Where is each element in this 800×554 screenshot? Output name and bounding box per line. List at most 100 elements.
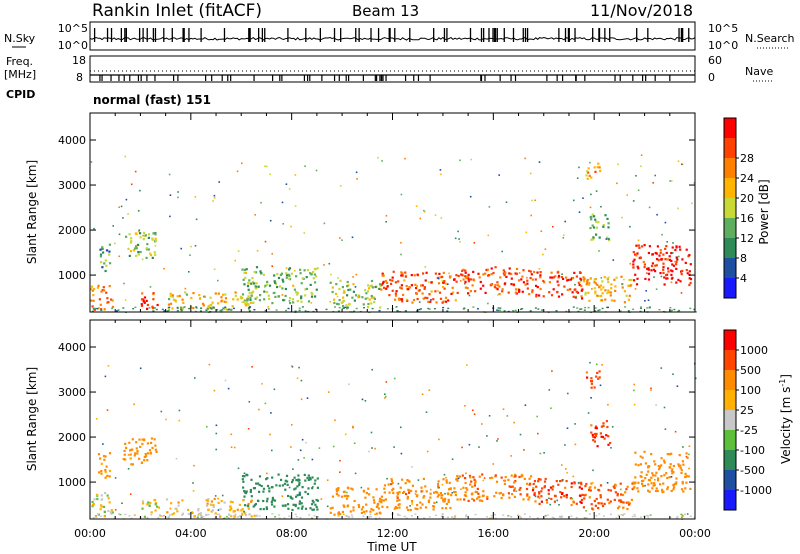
echo-cell bbox=[378, 309, 381, 312]
echo-cell bbox=[472, 306, 475, 308]
echo-cell bbox=[566, 279, 569, 282]
echo-cell bbox=[573, 482, 576, 485]
echo-cell bbox=[146, 459, 149, 462]
date-title: 11/Nov/2018 bbox=[590, 1, 693, 20]
echo-cell bbox=[299, 268, 302, 271]
echo-cell bbox=[677, 278, 680, 281]
echo-cell bbox=[379, 306, 382, 309]
echo-cell bbox=[416, 298, 419, 301]
echo-cell bbox=[161, 308, 164, 311]
echo-cell bbox=[645, 290, 647, 292]
echo-cell bbox=[392, 270, 395, 273]
echo-cell bbox=[344, 433, 347, 436]
echo-cell bbox=[291, 497, 294, 500]
echo-cell bbox=[118, 255, 121, 258]
echo-cell bbox=[147, 236, 150, 239]
echo-cell bbox=[606, 482, 609, 484]
echo-cell bbox=[217, 292, 220, 295]
echo-cell bbox=[443, 287, 446, 290]
velocity-colorbar-label-base: Velocity [m s bbox=[779, 387, 793, 464]
echo-cell bbox=[684, 513, 686, 516]
echo-cell bbox=[428, 281, 430, 283]
echo-cell bbox=[614, 491, 617, 494]
echo-cell bbox=[672, 264, 675, 267]
echo-cell bbox=[663, 406, 666, 409]
echo-cell bbox=[650, 389, 652, 391]
echo-cell bbox=[604, 214, 607, 217]
echo-cell bbox=[290, 272, 293, 275]
echo-cell bbox=[368, 287, 371, 290]
echo-cell bbox=[270, 486, 274, 489]
echo-cell bbox=[291, 424, 293, 426]
echo-cell bbox=[605, 420, 608, 423]
echo-cell bbox=[577, 482, 580, 484]
echo-cell bbox=[301, 277, 304, 280]
echo-cell bbox=[254, 271, 258, 274]
echo-cell bbox=[286, 483, 289, 486]
echo-cell bbox=[514, 291, 517, 294]
echo-cell bbox=[255, 482, 258, 485]
echo-cell bbox=[396, 310, 399, 312]
echo-cell bbox=[294, 487, 297, 490]
echo-cell bbox=[592, 236, 595, 239]
echo-cell bbox=[580, 284, 583, 288]
echo-cell bbox=[383, 491, 386, 494]
echo-cell bbox=[288, 188, 291, 190]
echo-cell bbox=[337, 511, 341, 514]
echo-cell bbox=[335, 490, 339, 493]
echo-cell bbox=[372, 509, 375, 512]
echo-cell bbox=[346, 294, 349, 297]
echo-cell bbox=[334, 306, 336, 308]
echo-cell bbox=[108, 469, 112, 473]
echo-cell bbox=[255, 296, 258, 299]
echo-cell bbox=[264, 402, 267, 405]
echo-cell bbox=[391, 481, 394, 485]
echo-cell bbox=[434, 290, 437, 293]
echo-cell bbox=[346, 491, 348, 494]
echo-cell bbox=[594, 170, 597, 173]
echo-cell bbox=[306, 397, 309, 399]
echo-cell bbox=[183, 306, 186, 308]
echo-cell bbox=[181, 514, 184, 516]
echo-cell bbox=[543, 452, 545, 454]
echo-cell bbox=[634, 288, 637, 290]
echo-cell bbox=[607, 435, 610, 438]
echo-cell bbox=[165, 498, 169, 501]
echo-cell bbox=[410, 274, 413, 277]
echo-cell bbox=[168, 173, 171, 176]
echo-cell bbox=[672, 488, 675, 491]
echo-cell bbox=[127, 454, 130, 456]
echo-cell bbox=[212, 306, 215, 309]
echo-cell bbox=[455, 274, 458, 277]
echo-cell bbox=[418, 289, 421, 292]
echo-cell bbox=[672, 471, 675, 474]
echo-cell bbox=[247, 428, 250, 430]
echo-cell bbox=[278, 514, 281, 516]
echo-cell bbox=[100, 309, 103, 311]
echo-cell bbox=[143, 515, 146, 518]
echo-cell bbox=[200, 515, 203, 517]
echo-cell bbox=[181, 298, 184, 301]
echo-cell bbox=[514, 480, 517, 483]
echo-cell bbox=[102, 505, 106, 508]
echo-cell bbox=[198, 297, 202, 300]
echo-cell bbox=[137, 230, 140, 233]
echo-cell bbox=[243, 495, 246, 498]
colorbar-swatch bbox=[724, 470, 736, 490]
echo-cell bbox=[256, 286, 259, 289]
echo-cell bbox=[258, 299, 261, 302]
echo-cell bbox=[118, 513, 121, 515]
echo-cell bbox=[540, 490, 543, 493]
echo-cell bbox=[646, 272, 648, 274]
echo-cell bbox=[467, 273, 470, 276]
echo-cell bbox=[576, 291, 580, 294]
echo-cell bbox=[295, 291, 298, 294]
colorbar-swatch bbox=[724, 350, 736, 370]
echo-cell bbox=[539, 276, 542, 279]
echo-cell bbox=[658, 468, 661, 471]
echo-cell bbox=[101, 289, 104, 292]
echo-cell bbox=[314, 503, 317, 506]
echo-cell bbox=[405, 285, 408, 288]
echo-cell bbox=[588, 283, 591, 286]
echo-cell bbox=[588, 282, 591, 284]
